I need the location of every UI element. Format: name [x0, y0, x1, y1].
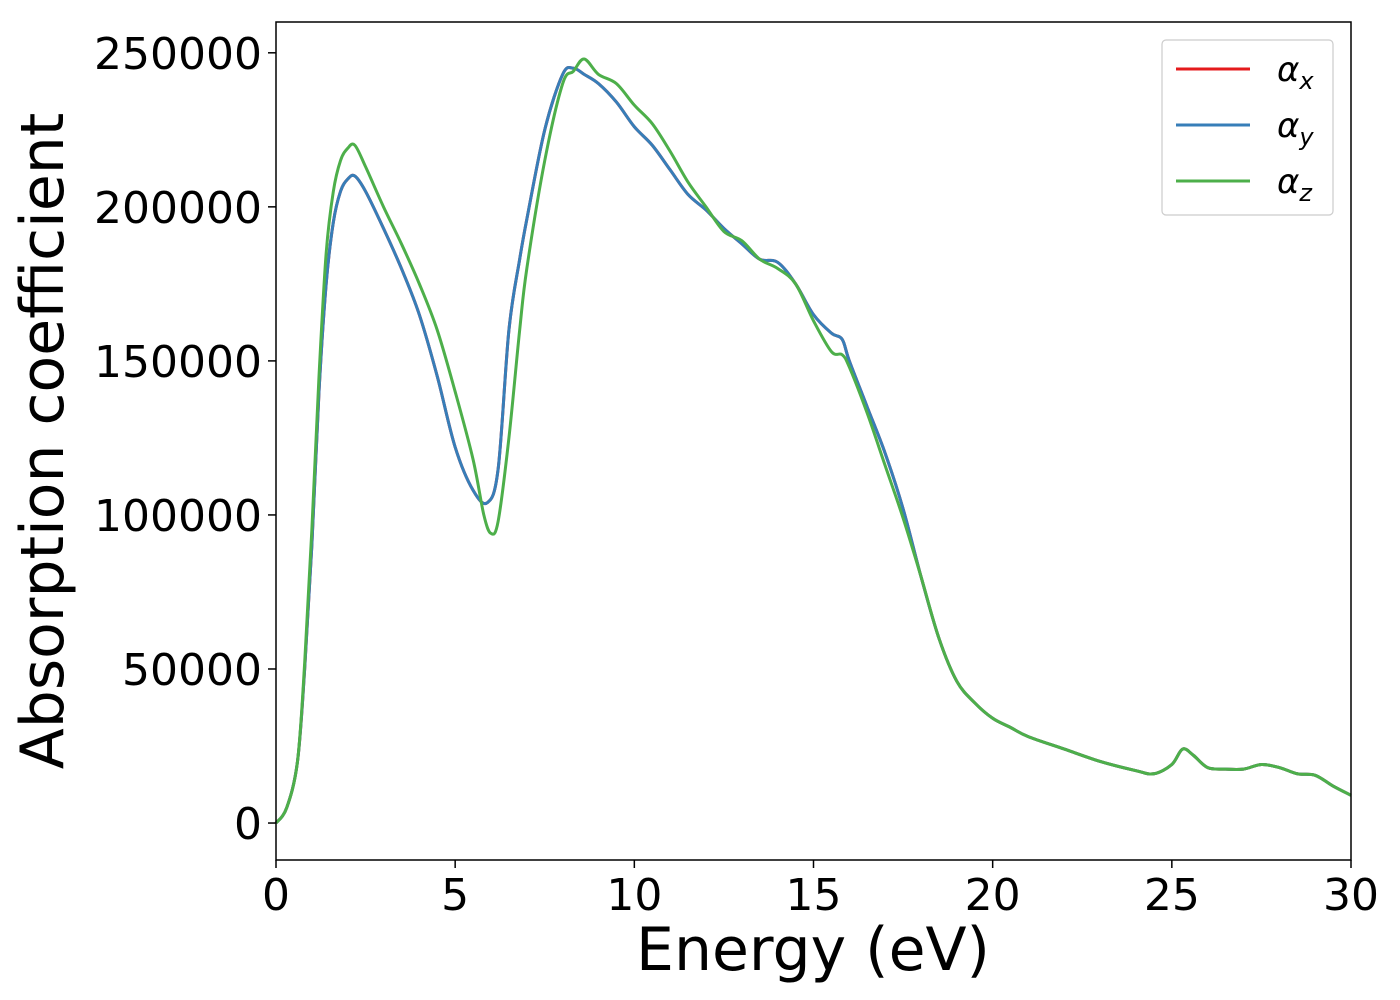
- y-tick-label: 50000: [122, 645, 262, 696]
- series-layer: [274, 57, 1352, 824]
- x-axis-label: Energy (eV): [636, 915, 990, 985]
- y-tick-label: 150000: [94, 337, 262, 388]
- y-axis: 0 50000 100000 150000 200000 250000: [94, 29, 276, 850]
- legend-label-y: αy: [1277, 106, 1314, 151]
- x-tick-label: 5: [441, 870, 469, 921]
- legend-label-z: αz: [1277, 162, 1313, 207]
- x-tick-label: 30: [1323, 870, 1379, 921]
- x-tick-label: 10: [606, 870, 662, 921]
- x-axis: 0 5 10 15 20 25 30: [262, 860, 1379, 921]
- series-line-z: [274, 57, 1352, 824]
- legend-label-x: αx: [1277, 50, 1314, 95]
- y-tick-label: 200000: [94, 183, 262, 234]
- y-tick-label: 250000: [94, 29, 262, 80]
- y-tick-label: 0: [234, 799, 262, 850]
- x-tick-label: 0: [262, 870, 290, 921]
- y-tick-label: 100000: [94, 491, 262, 542]
- legend-items: αx αy αz: [1176, 50, 1314, 207]
- x-tick-label: 25: [1144, 870, 1200, 921]
- x-tick-label: 15: [786, 870, 842, 921]
- plot-area: [274, 21, 1352, 861]
- legend: αx αy αz: [1161, 39, 1334, 216]
- y-axis-label: Absorption coefficient: [8, 113, 78, 770]
- x-tick-label: 20: [965, 870, 1021, 921]
- legend-box: [1161, 39, 1334, 216]
